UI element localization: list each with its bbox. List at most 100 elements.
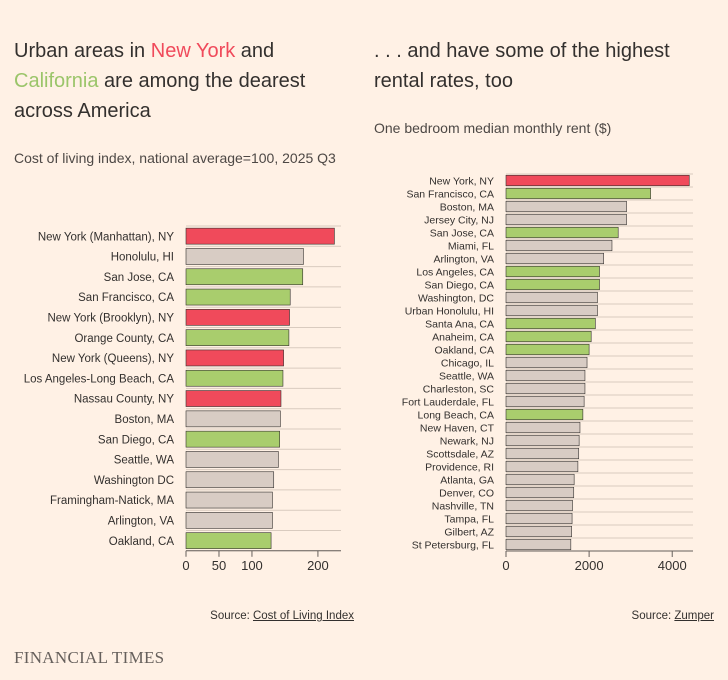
cost-index-label-san-diego-ca: San Diego, CA (98, 434, 174, 446)
rent-bar-arlington-va (505, 252, 604, 265)
rent-label-santa-ana-ca: Santa Ana, CA (425, 318, 494, 330)
rent-label-gilbert-az: Gilbert, AZ (444, 526, 494, 538)
rent-bar-denver-co (505, 486, 575, 499)
rent-bar-jersey-city-nj (505, 213, 627, 226)
rent-bar-urban-honolulu-hi (505, 304, 598, 317)
rent-label-newark-nj: Newark, NJ (440, 435, 494, 447)
rent-label-seattle-wa: Seattle, WA (439, 370, 494, 382)
cost-index-label-oakland-ca: Oakland, CA (109, 536, 175, 548)
rent-x-tick-label: 4000 (658, 558, 687, 573)
cost-index-x-tick-label: 50 (212, 558, 226, 573)
rent-label-tampa-fl: Tampa, FL (444, 513, 494, 525)
rent-bar-providence-ri (505, 460, 579, 473)
rent-label-st-petersburg-fl: St Petersburg, FL (412, 539, 494, 551)
rent-label-new-haven-ct: New Haven, CT (420, 422, 495, 434)
left-chart-title: Urban areas in New York and California ar… (14, 36, 354, 126)
left-title-text-3: are among the dearest across America (14, 70, 306, 122)
rent-bar-nashville-tn (505, 499, 573, 512)
left-title-text-2: and (235, 40, 275, 62)
cost-index-bar-los-angeles-long-beach-ca (185, 369, 284, 387)
left-title-new-york: New York (150, 40, 236, 62)
rent-bar-st-petersburg-fl (505, 538, 572, 551)
rent-label-nashville-tn: Nashville, TN (432, 500, 494, 512)
cost-index-label-san-francisco-ca: San Francisco, CA (78, 292, 174, 304)
rent-label-atlanta-ga: Atlanta, GA (440, 474, 494, 486)
rent-bar-tampa-fl (505, 512, 573, 525)
right-source-prefix: Source: (631, 610, 675, 622)
rent-bar-chicago-il (505, 356, 588, 369)
rent-label-jersey-city-nj: Jersey City, NJ (424, 214, 494, 226)
rent-label-urban-honolulu-hi: Urban Honolulu, HI (405, 305, 494, 317)
cost-index-label-los-angeles-long-beach-ca: Los Angeles-Long Beach, CA (24, 373, 175, 385)
cost-index-bar-honolulu-hi (185, 248, 304, 265)
cost-index-bar-new-york-manhattan-ny (185, 227, 335, 245)
rent-bar-los-angeles-ca (505, 265, 600, 278)
rent-label-san-jose-ca: San Jose, CA (430, 227, 494, 239)
cost-index-label-washington-dc: Washington DC (94, 475, 174, 487)
left-title-california: California (14, 70, 99, 92)
cost-index-x-tick-label: 200 (307, 558, 329, 573)
rent-label-arlington-va: Arlington, VA (433, 253, 494, 265)
rent-bar-miami-fl (505, 239, 613, 252)
cost-index-bar-framingham-natick-ma (185, 491, 273, 509)
cost-index-bar-new-york-brooklyn-ny (185, 309, 290, 326)
cost-index-bar-new-york-queens-ny (185, 349, 284, 367)
cost-index-label-seattle-wa: Seattle, WA (114, 455, 175, 467)
rent-label-anaheim-ca: Anaheim, CA (432, 331, 494, 343)
rent-label-oakland-ca: Oakland, CA (434, 344, 494, 356)
right-source: Source: Zumper (632, 610, 714, 622)
cost-index-label-nassau-county-ny: Nassau County, NY (74, 394, 174, 406)
rent-label-new-york-ny: New York, NY (429, 175, 494, 187)
rent-bar-anaheim-ca (505, 330, 592, 343)
cost-index-bar-seattle-wa (185, 451, 279, 468)
rent-bar-atlanta-ga (505, 473, 575, 486)
cost-index-x-tick-label: 100 (241, 558, 263, 573)
cost-index-label-boston-ma: Boston, MA (115, 414, 175, 426)
right-chart-subtitle: One bedroom median monthly rent ($) (374, 120, 612, 136)
rent-bar-oakland-ca (505, 343, 590, 356)
rent-bar-san-jose-ca (505, 226, 619, 239)
cost-index-bar-nassau-county-ny (185, 390, 282, 407)
cost-index-bar-arlington-va (185, 512, 273, 529)
rent-bar-newark-nj (505, 434, 580, 447)
rent-label-chicago-il: Chicago, IL (441, 357, 494, 369)
rent-x-tick-label: 0 (502, 558, 509, 573)
cost-index-bar-orange-county-ca (185, 329, 290, 346)
zumper-link[interactable]: Zumper (674, 610, 714, 622)
rent-bar-new-york-ny (505, 174, 690, 187)
rent-label-long-beach-ca: Long Beach, CA (418, 409, 494, 421)
cost-of-living-index-link[interactable]: Cost of Living Index (252, 610, 354, 622)
rent-bar-santa-ana-ca (505, 317, 596, 330)
rent-label-boston-ma: Boston, MA (440, 201, 494, 213)
rent-label-los-angeles-ca: Los Angeles, CA (416, 266, 494, 278)
cost-index-bar-oakland-ca (185, 532, 272, 549)
rent-bar-fort-lauderdale-fl (505, 395, 585, 408)
cost-index-label-new-york-queens-ny: New York (Queens), NY (52, 353, 174, 365)
rent-bar-san-francisco-ca (505, 187, 651, 200)
cost-index-label-orange-county-ca: Orange County, CA (74, 333, 174, 345)
cost-index-label-arlington-va: Arlington, VA (108, 515, 175, 527)
cost-index-bar-san-diego-ca (185, 430, 280, 448)
rent-x-tick-label: 2000 (575, 558, 604, 573)
rent-label-charleston-sc: Charleston, SC (423, 383, 495, 395)
cost-index-x-tick-label: 0 (182, 558, 189, 573)
rent-label-fort-lauderdale-fl: Fort Lauderdale, FL (402, 396, 494, 408)
rent-label-scottsdale-az: Scottsdale, AZ (426, 448, 494, 460)
rent-bar-charleston-sc (505, 382, 586, 395)
rent-bar-washington-dc (505, 291, 598, 304)
cost-index-label-framingham-natick-ma: Framingham-Natick, MA (50, 495, 174, 507)
rent-label-san-diego-ca: San Diego, CA (425, 279, 494, 291)
left-source-prefix: Source: (210, 610, 253, 622)
right-chart-title: . . . and have some of the highest renta… (374, 40, 670, 92)
rent-label-washington-dc: Washington, DC (418, 292, 494, 304)
left-chart-subtitle: Cost of living index, national average=1… (14, 150, 336, 166)
left-source: Source: Cost of Living Index (210, 610, 354, 622)
cost-index-label-honolulu-hi: Honolulu, HI (111, 252, 174, 264)
cost-index-bar-washington-dc (185, 471, 275, 489)
cost-index-label-san-jose-ca: San Jose, CA (104, 272, 175, 284)
rent-label-providence-ri: Providence, RI (425, 461, 494, 473)
cost-index-label-new-york-manhattan-ny: New York (Manhattan), NY (38, 231, 174, 243)
financial-times-logo: FINANCIAL TIMES (14, 648, 165, 667)
left-title-text-1: Urban areas in (14, 40, 151, 62)
